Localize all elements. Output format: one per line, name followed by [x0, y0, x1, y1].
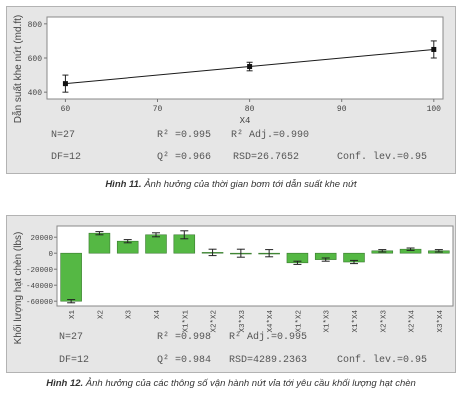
x-tick-label: X1 [69, 310, 77, 320]
x-tick-label: X2*X3 [380, 310, 388, 333]
x-tick-label: X4*X4 [267, 310, 275, 333]
y-tick-label: 0 [48, 251, 53, 259]
x-tick-label: 100 [427, 105, 442, 114]
x-axis-label: X4 [240, 116, 251, 126]
stat-df: DF=12 [51, 152, 81, 163]
y-tick-label: 600 [28, 55, 43, 64]
caption-label: Hình 12. [46, 378, 84, 389]
stat-r2: R² =0.998 [157, 332, 211, 343]
stat-n: N=27 [51, 130, 75, 141]
figure-12-chart: 20000 0 -20000 -40000 -60000 X1 X2 X3 X4 X1*X1 X2… [12, 225, 454, 366]
x-tick-label: X2 [97, 310, 105, 319]
data-point [62, 81, 68, 87]
plot-area [56, 225, 454, 307]
x-tick-label: X1*X3 [324, 310, 332, 333]
stat-rsd: RSD=4289.2363 [229, 355, 307, 366]
data-point [247, 64, 253, 70]
stat-rsd: RSD=26.7652 [233, 152, 299, 163]
stat-r2-adj: R² Adj.=0.995 [229, 331, 307, 343]
x-tick-label: X2*X2 [211, 310, 219, 333]
stat-r2: R² =0.995 [157, 130, 211, 141]
figure-11-chart: 400 600 800 60 70 80 90 100 X4 Dẫn suất khe nứ… [11, 15, 444, 163]
stat-q2: Q² =0.966 [157, 152, 211, 163]
stat-r2-adj: R² Adj.=0.990 [231, 129, 309, 141]
caption-text: Ảnh hưởng của các thông số vận hành nứt … [85, 378, 416, 389]
stats-block: N=27 R² =0.998 R² Adj.=0.995 DF=12 Q² =0… [59, 331, 427, 366]
bar [60, 252, 82, 302]
x-tick-label: 80 [245, 105, 255, 114]
figure-11-caption: Hình 11. Ảnh hưởng của thời gian bơm tới… [0, 179, 462, 190]
x-tick-label: X3 [126, 310, 134, 320]
x-tick-label: X1*X4 [352, 310, 360, 333]
figure-11-panel: 400 600 800 60 70 80 90 100 X4 Dẫn suất khe nứ… [6, 6, 456, 174]
bar [145, 234, 167, 254]
caption-text: Ảnh hưởng của thời gian bơm tới dẫn suất… [144, 179, 357, 190]
stat-df: DF=12 [59, 355, 89, 366]
x-tick-label: X3*X3 [239, 310, 247, 333]
y-axis-label: Khối lượng hạt chèn (lbs) [12, 232, 24, 345]
figure-12-panel: 20000 0 -20000 -40000 -60000 X1 X2 X3 X4 X1*X1 X2… [6, 215, 456, 373]
stat-n: N=27 [59, 332, 83, 343]
y-tick-label: 20000 [30, 235, 53, 243]
x-tick-label: X4 [154, 310, 162, 320]
stat-conf: Conf. lev.=0.95 [337, 151, 427, 163]
figure-12-caption: Hình 12. Ảnh hưởng của các thông số vận … [0, 378, 462, 389]
y-tick-label: 400 [28, 89, 43, 98]
stat-q2: Q² =0.984 [157, 355, 211, 366]
x-tick-label: 90 [337, 105, 347, 114]
x-tick-label: X3*X4 [437, 310, 445, 333]
x-tick-label: 60 [61, 105, 71, 114]
x-tick-label: X2*X4 [409, 310, 417, 333]
stats-block: N=27 R² =0.995 R² Adj.=0.990 DF=12 Q² =0… [51, 129, 427, 163]
bar [88, 232, 111, 254]
y-tick-label: 800 [28, 21, 43, 30]
y-tick-label: -40000 [26, 283, 54, 291]
data-point [431, 46, 437, 52]
y-tick-label: -60000 [26, 299, 54, 307]
plot-area [46, 16, 444, 100]
caption-label: Hình 11. [105, 179, 142, 190]
x-tick-label: X1*X1 [182, 310, 190, 333]
y-axis-label: Dẫn suất khe nứt (md.ft) [11, 15, 24, 123]
stat-conf: Conf. lev.=0.95 [337, 354, 427, 366]
y-tick-label: -20000 [26, 267, 54, 275]
x-tick-label: X1*X2 [295, 310, 303, 333]
x-tick-label: 70 [153, 105, 163, 114]
